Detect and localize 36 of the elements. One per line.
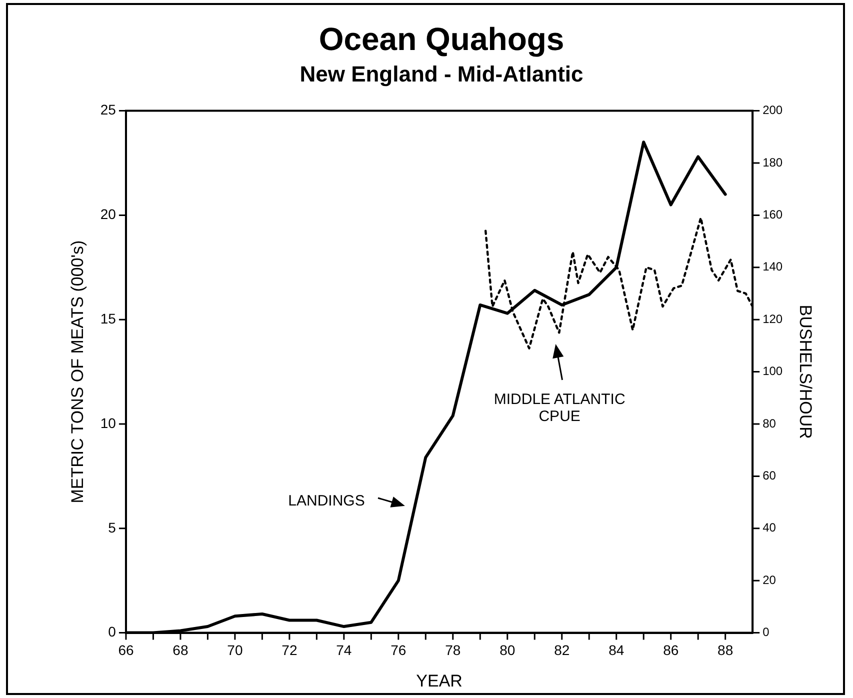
- x-tick-label: 66: [118, 642, 134, 658]
- y2-tick-label: 40: [762, 520, 776, 535]
- x-tick-label: 88: [718, 642, 734, 658]
- y-tick-label: 10: [100, 414, 116, 431]
- y2-tick-label: 160: [762, 208, 783, 222]
- y2-tick-label: 100: [762, 364, 783, 378]
- x-axis-title: YEAR: [416, 671, 462, 690]
- x-tick-label: 86: [663, 642, 679, 658]
- y2-tick-label: 60: [762, 468, 776, 483]
- y2-tick-label: 80: [762, 416, 776, 430]
- y-axis-title: METRIC TONS OF MEATS (000's): [68, 240, 87, 504]
- y-tick-label: 25: [100, 102, 116, 118]
- y2-tick-label: 20: [762, 572, 776, 587]
- x-tick-label: 84: [608, 642, 624, 658]
- y2-tick-label: 140: [762, 260, 783, 274]
- annotation: LANDINGS: [288, 492, 365, 510]
- y-tick-label: 15: [100, 310, 116, 326]
- annotation: MIDDLE ATLANTIC CPUE: [494, 391, 626, 426]
- y-tick-label: 5: [108, 519, 116, 536]
- x-tick-label: 82: [554, 642, 570, 658]
- x-tick-label: 70: [227, 642, 243, 658]
- x-tick-label: 76: [390, 642, 406, 658]
- chart-title: Ocean Quahogs: [318, 21, 564, 58]
- y2-tick-label: 200: [762, 103, 783, 118]
- x-tick-label: 68: [172, 642, 188, 658]
- y2-tick-label: 0: [762, 625, 770, 640]
- y-tick-label: 0: [108, 624, 116, 640]
- x-tick-label: 72: [282, 642, 298, 658]
- y-tick-label: 20: [100, 206, 116, 222]
- x-tick-label: 74: [336, 642, 352, 658]
- x-tick-label: 78: [445, 642, 461, 658]
- y2-axis-title: BUSHELS/HOUR: [796, 304, 816, 439]
- y2-tick-label: 120: [762, 312, 783, 326]
- x-tick-label: 80: [500, 642, 516, 658]
- chart-subtitle: New England - Mid-Atlantic: [300, 62, 584, 87]
- y2-tick-label: 180: [762, 155, 783, 170]
